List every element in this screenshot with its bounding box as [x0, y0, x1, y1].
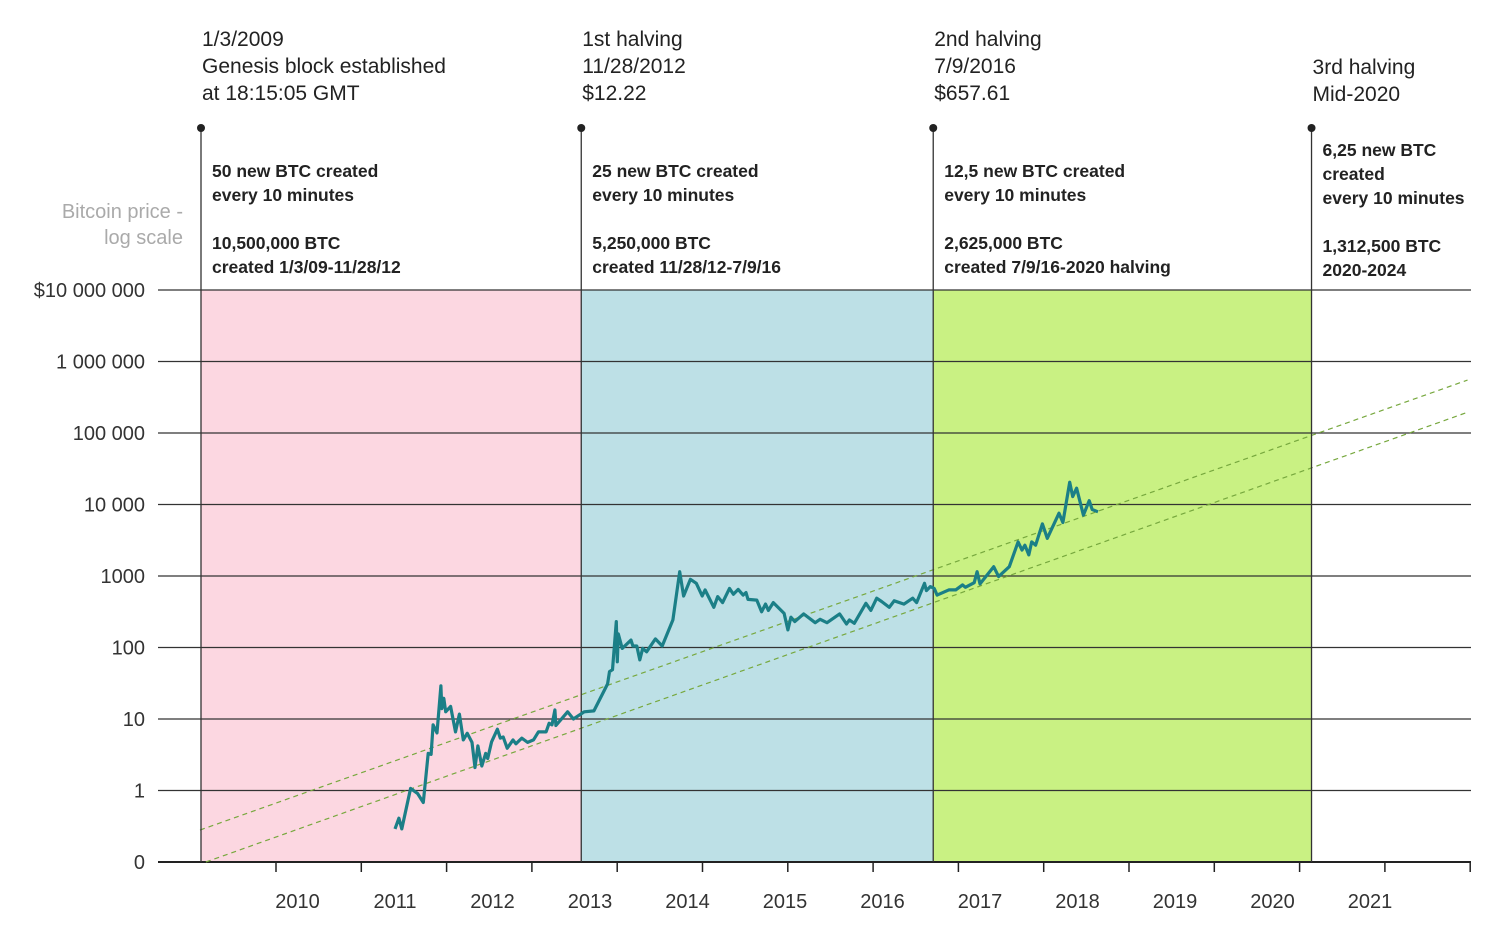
x-tick-label: 2019	[1153, 891, 1198, 913]
y-tick-label: 10	[123, 709, 145, 731]
x-tick-label: 2010	[275, 891, 320, 913]
event-body-text: 50 new BTC created	[212, 161, 378, 181]
event-header-text: 1st halving	[582, 28, 682, 51]
y-tick-label: 100 000	[73, 423, 145, 445]
event-marker-dot	[1308, 124, 1316, 132]
event-header-text: 11/28/2012	[582, 55, 686, 78]
event-marker-dot	[929, 124, 937, 132]
event-header-text: Mid-2020	[1313, 83, 1401, 106]
event-marker-dot	[577, 124, 585, 132]
event-header-text: at 18:15:05 GMT	[202, 82, 360, 105]
event-body-text: created	[1323, 164, 1385, 184]
event-body-text: 2,625,000 BTC	[944, 233, 1063, 253]
event-body-text: every 10 minutes	[212, 185, 354, 205]
x-tick-label: 2011	[374, 891, 417, 913]
event-header-text: 7/9/2016	[934, 55, 1016, 78]
x-tick-label: 2018	[1055, 891, 1100, 913]
x-tick-label: 2017	[958, 891, 1003, 913]
y-tick-label: 1000	[101, 566, 146, 588]
event-body-text: 10,500,000 BTC	[212, 233, 341, 253]
x-tick-label: 2016	[860, 891, 905, 913]
event-body-text: created 1/3/09-11/28/12	[212, 257, 401, 277]
event-body-text: 5,250,000 BTC	[592, 233, 711, 253]
event-body-text: every 10 minutes	[1323, 188, 1465, 208]
y-axis-label-line-1: Bitcoin price -	[62, 201, 183, 223]
event-marker-dot	[197, 124, 205, 132]
x-tick-label: 2014	[665, 891, 710, 913]
x-tick-label: 2021	[1348, 891, 1393, 913]
x-tick-label: 2013	[568, 891, 613, 913]
y-tick-label: 1	[134, 781, 145, 803]
y-tick-label: $10 000 000	[34, 280, 145, 302]
x-tick-label: 2015	[763, 891, 808, 913]
event-body-text: 2020-2024	[1323, 260, 1407, 280]
event-body-text: 1,312,500 BTC	[1323, 236, 1442, 256]
y-tick-label: 1 000 000	[56, 352, 145, 374]
event-body-text: 12,5 new BTC created	[944, 161, 1125, 181]
x-tick-label: 2020	[1250, 891, 1295, 913]
event-header-text: 1/3/2009	[202, 28, 284, 51]
event-body-text: 25 new BTC created	[592, 161, 758, 181]
y-tick-label: 100	[112, 638, 145, 660]
y-tick-label: 10 000	[84, 495, 145, 517]
x-tick-label: 2012	[470, 891, 515, 913]
event-body-text: every 10 minutes	[944, 185, 1086, 205]
event-body-text: 6,25 new BTC	[1323, 140, 1437, 160]
event-header-text: 2nd halving	[934, 28, 1041, 51]
event-header-text: $12.22	[582, 82, 646, 105]
event-body-text: created 11/28/12-7/9/16	[592, 257, 781, 277]
event-body-text: every 10 minutes	[592, 185, 734, 205]
event-body-text: created 7/9/16-2020 halving	[944, 257, 1171, 277]
event-header-text: Genesis block established	[202, 55, 446, 78]
event-header-text: 3rd halving	[1313, 56, 1416, 79]
y-tick-label: 0	[134, 852, 145, 874]
event-header-text: $657.61	[934, 82, 1010, 105]
y-axis-label-line-2: log scale	[104, 227, 183, 249]
